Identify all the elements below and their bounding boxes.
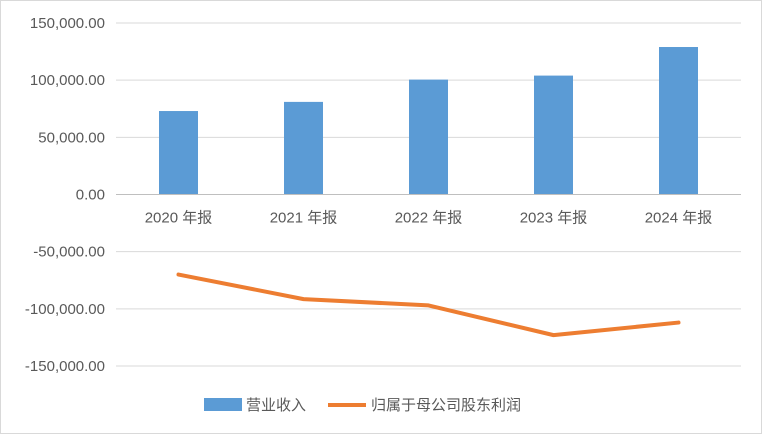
legend: 营业收入 归属于母公司股东利润 [204,397,521,414]
revenue-bar [534,75,573,195]
y-tick-label: -50,000.00 [33,244,105,261]
y-tick-label: 0.00 [76,187,105,204]
y-tick-label: -150,000.00 [25,358,105,375]
y-tick-label: -100,000.00 [25,301,105,318]
profit-line-series [176,272,681,338]
legend-label-revenue: 营业收入 [246,397,306,414]
revenue-bar [409,79,448,195]
profit-line [176,272,681,338]
legend-label-profit: 归属于母公司股东利润 [371,397,521,414]
x-category-label: 2020 年报 [145,210,213,227]
y-axis-ticks: 150,000.00 100,000.00 50,000.00 0.00 -50,000… [25,15,105,375]
y-tick-label: 100,000.00 [30,72,105,89]
legend-swatch-revenue [204,398,242,411]
x-axis-categories: 2020 年报 2021 年报 2022 年报 2023 年报 2024 年报 [145,210,713,227]
revenue-bar [284,101,323,195]
x-category-label: 2022 年报 [395,210,463,227]
x-category-label: 2023 年报 [520,210,588,227]
y-tick-label: 150,000.00 [30,15,105,32]
revenue-bars [159,47,698,195]
revenue-bar [159,111,198,195]
x-category-label: 2021 年报 [270,210,338,227]
revenue-bar [659,47,698,195]
y-tick-label: 50,000.00 [38,129,105,146]
x-category-label: 2024 年报 [645,210,713,227]
